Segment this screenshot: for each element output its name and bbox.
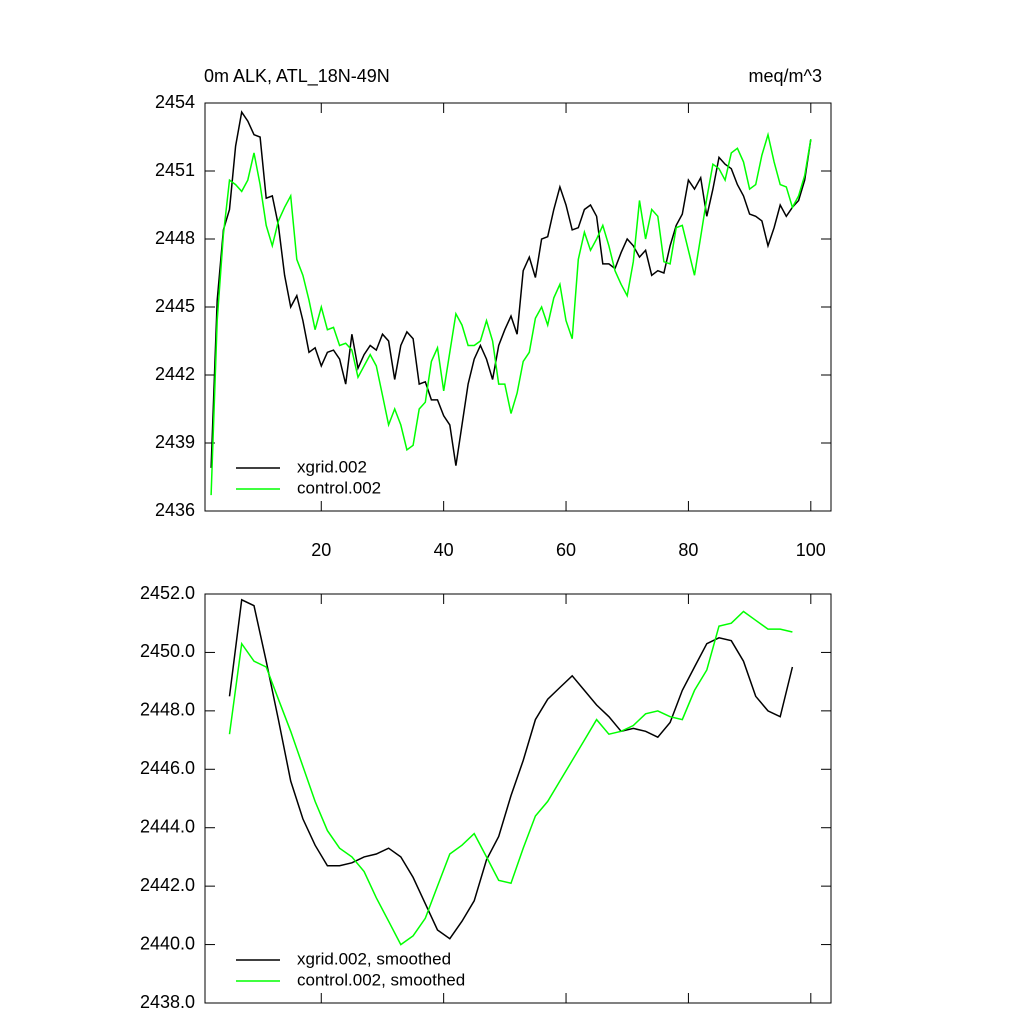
legend-label: xgrid.002, smoothed	[297, 949, 451, 968]
chart-title: 0m ALK, ATL_18N-49N	[204, 66, 390, 87]
legend-label: control.002, smoothed	[297, 970, 465, 989]
x-tick-label: 40	[434, 540, 454, 560]
legend-label: xgrid.002	[297, 457, 367, 476]
x-tick-label: 60	[556, 540, 576, 560]
y-tick-label: 2442	[155, 364, 195, 384]
x-tick-label: 20	[311, 540, 331, 560]
y-tick-label: 2444.0	[140, 816, 195, 836]
y-tick-label: 2452.0	[140, 583, 195, 603]
units-label: meq/m^3	[749, 66, 822, 86]
y-tick-label: 2445	[155, 296, 195, 316]
y-tick-label: 2446.0	[140, 758, 195, 778]
plot-frame	[204, 593, 832, 1004]
y-tick-label: 2448.0	[140, 700, 195, 720]
y-tick-label: 2436	[155, 500, 195, 520]
series-line	[210, 131, 812, 496]
y-tick-label: 2442.0	[140, 875, 195, 895]
series-line	[228, 598, 794, 940]
y-tick-label: 2438.0	[140, 992, 195, 1012]
legend-label: control.002	[297, 478, 381, 497]
y-tick-label: 2454	[155, 92, 195, 112]
y-tick-label: 2439	[155, 432, 195, 452]
x-tick-label: 80	[678, 540, 698, 560]
y-tick-label: 2440.0	[140, 933, 195, 953]
series-line	[228, 610, 793, 946]
series-line	[210, 110, 812, 468]
y-tick-label: 2448	[155, 228, 195, 248]
x-tick-label: 100	[796, 540, 826, 560]
y-tick-label: 2451	[155, 160, 195, 180]
y-tick-label: 2450.0	[140, 641, 195, 661]
